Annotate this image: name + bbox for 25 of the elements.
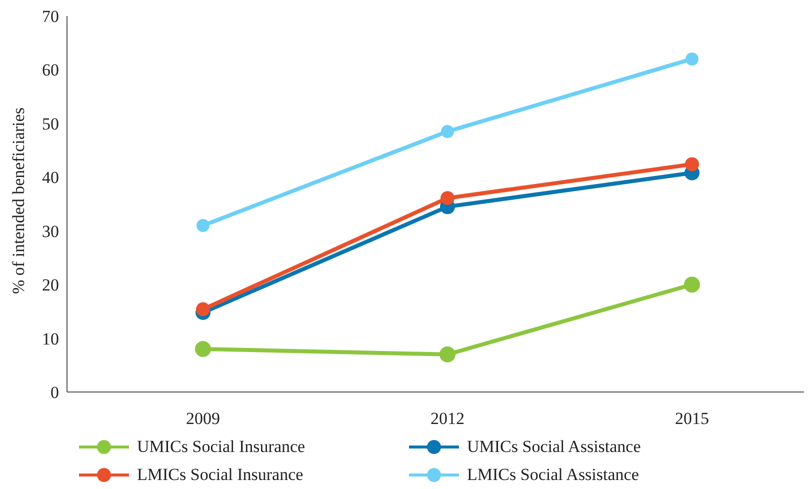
legend-label: UMICs Social Assistance <box>467 437 641 457</box>
y-tick-label: 20 <box>42 276 59 295</box>
point <box>196 302 210 316</box>
point <box>441 124 454 138</box>
point <box>196 218 210 232</box>
y-tick-label: 0 <box>50 383 59 402</box>
legend-label: LMICs Social Assistance <box>467 465 639 485</box>
y-tick-label: 10 <box>42 329 59 348</box>
x-tick-label: 2009 <box>186 409 220 428</box>
point <box>685 157 699 172</box>
y-tick-label: 60 <box>42 60 59 80</box>
legend-label: UMICs Social Insurance <box>137 437 306 457</box>
point <box>686 52 698 66</box>
legend-label: LMICs Social Insurance <box>137 465 304 485</box>
point <box>684 276 700 293</box>
y-tick-label: 40 <box>42 168 59 188</box>
x-tick-label: 2012 <box>430 409 464 428</box>
x-tick-label: 2015 <box>675 409 709 428</box>
y-tick-label: 50 <box>42 114 59 134</box>
point <box>195 341 211 358</box>
point <box>440 346 456 362</box>
y-axis-title: % of intended beneficiaries <box>9 108 28 294</box>
point <box>440 191 454 206</box>
y-tick-label: 30 <box>42 222 59 241</box>
y-tick-label: 70 <box>42 7 59 26</box>
